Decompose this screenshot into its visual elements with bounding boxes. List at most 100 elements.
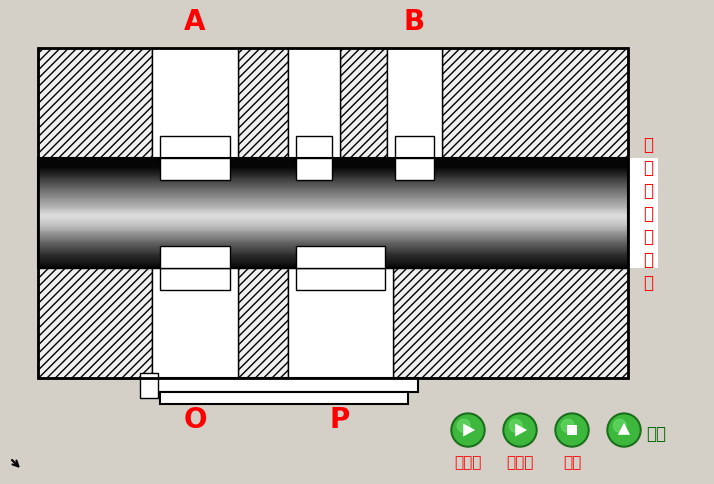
Bar (160, 268, 230, 290)
Bar (38, 222, 628, 224)
Circle shape (555, 413, 589, 447)
Bar (38, 196, 628, 197)
Bar (238, 48, 288, 158)
Bar (38, 182, 628, 184)
Circle shape (561, 419, 574, 432)
Bar (38, 185, 628, 186)
Bar (38, 249, 628, 251)
Bar (38, 231, 628, 233)
Bar (160, 246, 230, 268)
Bar (38, 197, 628, 198)
Text: 通: 通 (643, 205, 653, 223)
Polygon shape (618, 423, 630, 435)
Bar (38, 199, 628, 201)
Bar (160, 136, 230, 158)
Bar (442, 48, 628, 158)
Bar (38, 263, 628, 264)
Text: 向: 向 (643, 251, 653, 269)
Bar (38, 158, 628, 268)
Text: 工位左: 工位左 (454, 455, 482, 470)
Bar (38, 240, 628, 242)
Bar (38, 177, 628, 178)
Bar (38, 167, 628, 169)
Bar (38, 255, 628, 256)
Bar (38, 181, 628, 183)
Bar (38, 168, 628, 170)
Bar (38, 266, 628, 268)
Bar (38, 247, 628, 249)
Bar (38, 202, 628, 204)
Bar (38, 158, 628, 160)
Text: 二: 二 (643, 136, 653, 154)
Bar (38, 228, 628, 229)
Bar (38, 198, 628, 200)
Bar (38, 193, 628, 195)
Bar (38, 252, 628, 253)
Bar (38, 261, 628, 262)
Bar (296, 268, 385, 290)
Bar (38, 221, 628, 222)
Bar (38, 207, 628, 209)
Text: O: O (183, 406, 207, 434)
Bar (567, 424, 578, 436)
Bar (395, 136, 434, 158)
Bar (38, 257, 628, 259)
Bar (38, 264, 628, 266)
Bar (38, 227, 628, 228)
Text: B: B (403, 8, 425, 36)
Bar (38, 242, 628, 243)
Bar (38, 246, 628, 248)
Bar (238, 268, 288, 378)
Bar (38, 172, 628, 174)
Circle shape (453, 415, 483, 445)
Bar (340, 48, 387, 158)
Bar (38, 238, 628, 240)
Bar (38, 229, 628, 230)
Bar (38, 236, 628, 238)
Bar (38, 265, 628, 267)
Bar (38, 171, 628, 173)
Bar (38, 221, 628, 223)
Bar (38, 259, 628, 261)
Bar (38, 206, 628, 208)
Bar (38, 255, 628, 257)
Bar (38, 209, 628, 210)
Circle shape (613, 419, 626, 432)
Bar (38, 189, 628, 191)
Bar (38, 184, 628, 185)
Circle shape (607, 413, 641, 447)
Bar (38, 220, 628, 221)
Bar (628, 158, 658, 268)
Bar (38, 159, 628, 161)
Bar (38, 204, 628, 206)
Bar (288, 48, 340, 158)
Bar (296, 136, 332, 158)
Bar (38, 241, 628, 242)
Bar (38, 201, 628, 203)
Bar (38, 186, 628, 187)
Bar (38, 267, 628, 269)
Bar (38, 178, 628, 179)
Bar (38, 230, 628, 232)
Bar (38, 212, 628, 213)
Bar (38, 161, 628, 163)
Text: 位: 位 (643, 159, 653, 177)
Bar (38, 200, 628, 202)
Bar (38, 205, 628, 207)
Bar (38, 195, 628, 197)
Bar (387, 48, 442, 158)
Text: 阀: 阀 (643, 274, 653, 292)
Bar (38, 254, 628, 255)
Circle shape (609, 415, 639, 445)
Bar (393, 268, 628, 378)
Polygon shape (516, 424, 527, 437)
Bar (38, 248, 628, 250)
Bar (38, 180, 628, 182)
Bar (38, 48, 152, 158)
Bar (288, 268, 393, 378)
Bar (38, 232, 628, 234)
Bar (38, 243, 628, 245)
Text: A: A (184, 8, 206, 36)
Circle shape (557, 415, 587, 445)
Text: 停止: 停止 (563, 455, 581, 470)
